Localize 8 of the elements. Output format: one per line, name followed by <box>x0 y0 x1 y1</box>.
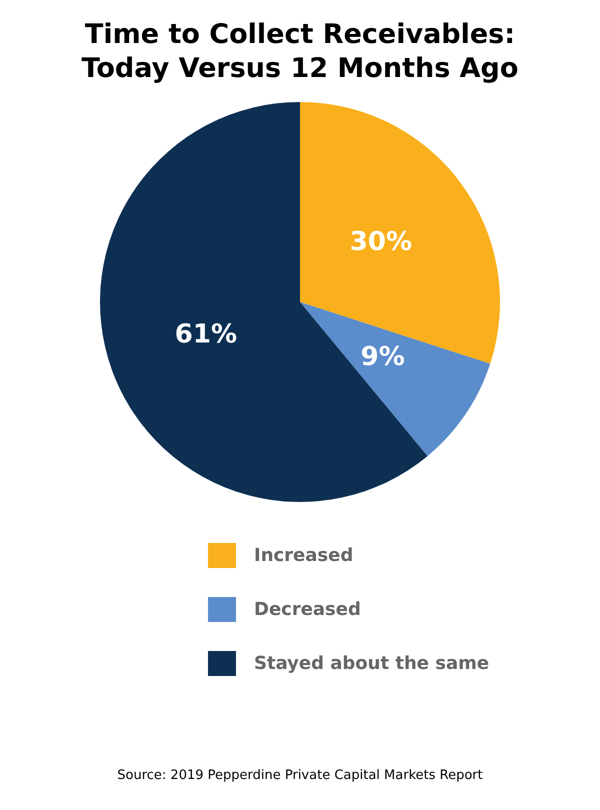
data-label: 30% <box>350 226 412 257</box>
legend-label: Increased <box>254 545 354 566</box>
legend-label: Stayed about the same <box>254 653 490 674</box>
legend-label: Decreased <box>254 599 361 620</box>
data-label: 61% <box>174 320 238 350</box>
chart-title: Time to Collect Receivables: Today Versus 12 Months Ago <box>80 18 520 86</box>
source-note: Source: 2019 Pepperdine Private Capital Markets Report <box>116 768 484 783</box>
data-label: 9% <box>360 342 405 372</box>
